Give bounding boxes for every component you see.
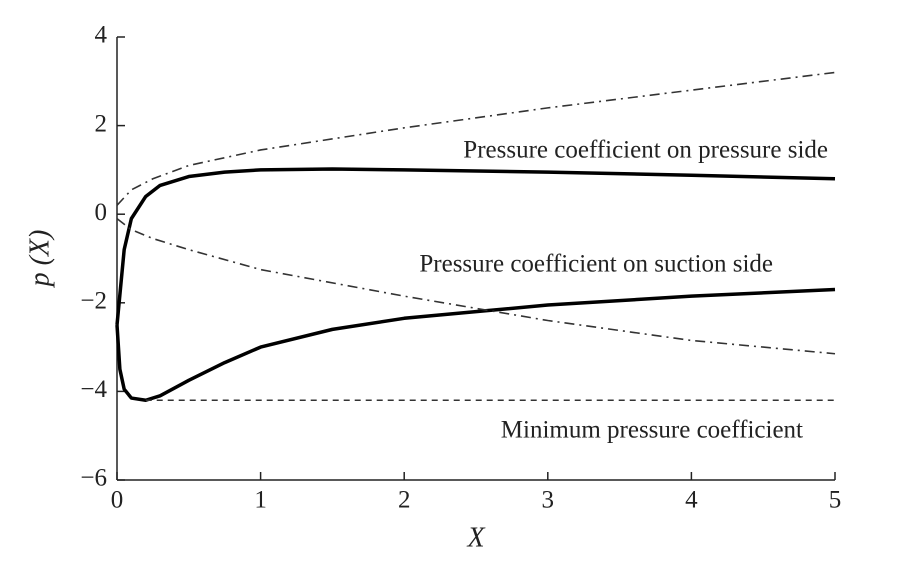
y-tick-label: 4: [95, 22, 108, 49]
series-line: [116, 217, 836, 355]
x-tick-label: 3: [542, 487, 555, 514]
series-line: [115, 167, 836, 326]
x-tick-label: 4: [685, 487, 698, 514]
y-tick-label: −6: [80, 465, 107, 492]
x-tick-label: 2: [398, 487, 411, 514]
y-tick-label: 0: [95, 199, 108, 226]
y-tick-label: 2: [95, 110, 108, 137]
x-tick-label: 1: [254, 487, 267, 514]
series-line: [116, 71, 836, 206]
annotation: Pressure coefficient on suction side: [419, 251, 773, 278]
x-axis-label: X: [466, 522, 485, 553]
y-axis-label: p (X): [24, 230, 55, 289]
annotation: Minimum pressure coefficient: [501, 417, 803, 444]
x-tick-label: 5: [829, 487, 842, 514]
y-tick-label: −4: [80, 376, 107, 403]
x-tick-label: 0: [111, 487, 124, 514]
y-tick-label: −2: [80, 288, 107, 315]
annotation: Pressure coefficient on pressure side: [463, 137, 828, 164]
series-line: [115, 287, 836, 403]
